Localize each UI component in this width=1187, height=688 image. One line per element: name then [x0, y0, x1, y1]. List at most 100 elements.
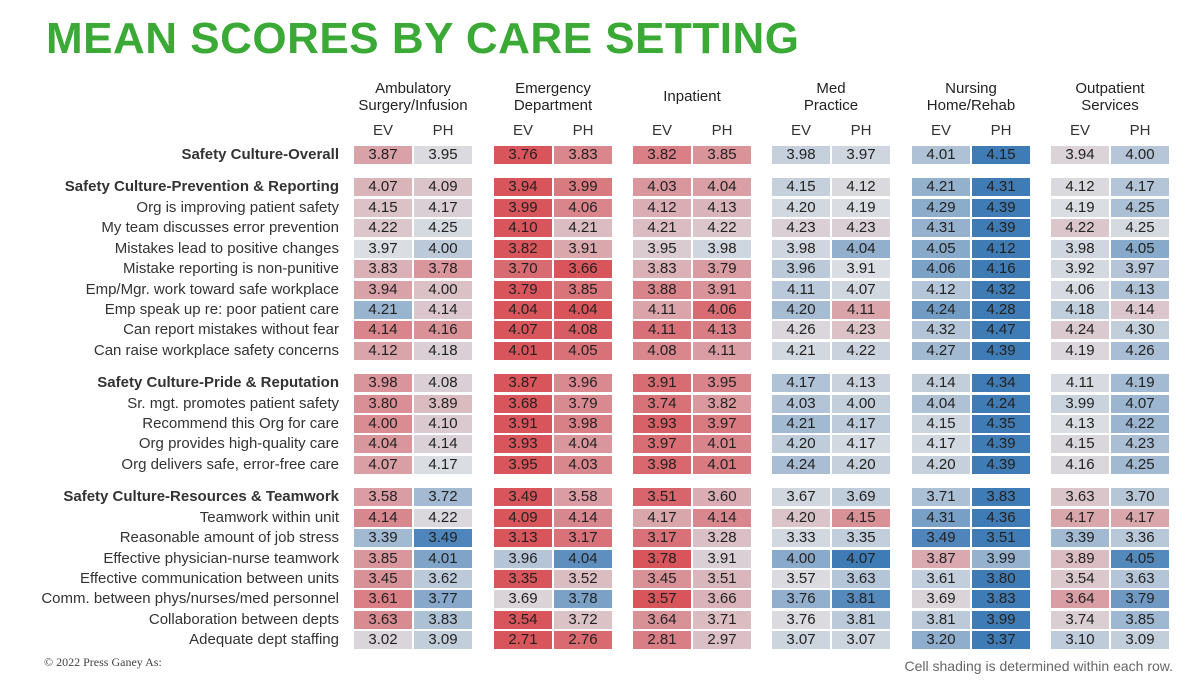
- heatmap-cell: 4.18: [1051, 300, 1109, 319]
- heatmap-cell: 4.10: [494, 219, 552, 238]
- heatmap-cell: 4.17: [912, 435, 970, 454]
- row-label: My team discusses error prevention: [101, 219, 339, 237]
- heatmap-cell: 3.80: [972, 569, 1030, 588]
- heatmap-cell: 4.35: [972, 415, 1030, 434]
- heatmap-cell: 4.13: [832, 374, 890, 393]
- heatmap-cell: 4.25: [414, 219, 472, 238]
- heatmap-cell: 3.76: [772, 590, 830, 609]
- heatmap-cell: 4.31: [912, 508, 970, 527]
- heatmap-cell: 4.07: [354, 455, 412, 474]
- heatmap-cell: 3.64: [633, 610, 691, 629]
- row-label: Sr. mgt. promotes patient safety: [127, 394, 339, 412]
- row-label: Reasonable amount of job stress: [119, 529, 339, 547]
- column-label-ph: PH: [1129, 122, 1151, 139]
- heatmap-cell: 3.78: [554, 590, 612, 609]
- setting-header-line: Nursing: [945, 80, 997, 97]
- heatmap-cell: 4.24: [772, 455, 830, 474]
- heatmap-cell: 3.81: [912, 610, 970, 629]
- heatmap-cell: 4.04: [494, 300, 552, 319]
- heatmap-cell: 3.88: [633, 280, 691, 299]
- heatmap-cell: 4.22: [1111, 415, 1169, 434]
- heatmap-cell: 4.12: [354, 341, 412, 360]
- setting-header-line: Surgery/Infusion: [358, 97, 468, 114]
- heatmap-cell: 4.17: [1111, 508, 1169, 527]
- copyright-notice: © 2022 Press Ganey As:: [44, 655, 162, 669]
- heatmap-cell: 4.15: [1051, 435, 1109, 454]
- heatmap-cell: 4.19: [1051, 198, 1109, 217]
- heatmap-cell: 4.11: [772, 280, 830, 299]
- heatmap-cell: 3.94: [354, 280, 412, 299]
- heatmap-cell: 4.04: [554, 300, 612, 319]
- section-row-label: Safety Culture-Prevention & Reporting: [64, 178, 339, 196]
- heatmap-cell: 3.82: [494, 239, 552, 258]
- heatmap-cell: 4.03: [772, 394, 830, 413]
- heatmap-cell: 4.00: [772, 549, 830, 568]
- heatmap-cell: 3.77: [414, 590, 472, 609]
- column-label-ev: EV: [930, 122, 951, 139]
- heatmap-cell: 4.05: [1111, 239, 1169, 258]
- setting-header-line: Ambulatory: [375, 80, 451, 97]
- heatmap-cell: 4.14: [354, 321, 412, 340]
- heatmap-cell: 4.14: [554, 508, 612, 527]
- heatmap-cell: 4.23: [832, 219, 890, 238]
- heatmap-cell: 4.21: [354, 300, 412, 319]
- heatmap-cell: 3.83: [972, 590, 1030, 609]
- heatmap-cell: 4.07: [832, 549, 890, 568]
- setting-header-line: Department: [513, 97, 593, 114]
- heatmap-cell: 3.79: [1111, 590, 1169, 609]
- heatmap-cell: 4.14: [693, 508, 751, 527]
- heatmap-cell: 4.20: [772, 435, 830, 454]
- heatmap-cell: 3.62: [414, 569, 472, 588]
- heatmap-cell: 2.81: [633, 631, 691, 650]
- column-label-ev: EV: [790, 122, 811, 139]
- setting-header: Nursing Home/Rehab: [909, 80, 1033, 114]
- heatmap-cell: 3.35: [832, 529, 890, 548]
- heatmap-cell: 4.04: [554, 549, 612, 568]
- heatmap-cell: 4.01: [414, 549, 472, 568]
- heatmap-cell: 4.00: [414, 239, 472, 258]
- heatmap-cell: 3.96: [494, 549, 552, 568]
- heatmap-cell: 4.00: [832, 394, 890, 413]
- heatmap-cell: 4.12: [972, 239, 1030, 258]
- heatmap-cell: 3.78: [633, 549, 691, 568]
- heatmap-cell: 4.36: [972, 508, 1030, 527]
- heatmap-cell: 4.12: [633, 198, 691, 217]
- heatmap-cell: 4.22: [1051, 219, 1109, 238]
- setting-header-line: Home/Rehab: [926, 97, 1016, 114]
- heatmap-cell: 3.99: [494, 198, 552, 217]
- heatmap-cell: 4.09: [414, 178, 472, 197]
- heatmap-cell: 4.00: [414, 280, 472, 299]
- heatmap-cell: 3.83: [354, 260, 412, 279]
- heatmap-cell: 3.98: [554, 415, 612, 434]
- heatmap-cell: 3.36: [1111, 529, 1169, 548]
- heatmap-cell: 3.83: [972, 488, 1030, 507]
- heatmap-cell: 4.17: [414, 198, 472, 217]
- row-label: Recommend this Org for care: [142, 415, 339, 433]
- heatmap-cell: 4.17: [832, 415, 890, 434]
- heatmap-cell: 4.21: [633, 219, 691, 238]
- heatmap-cell: 3.98: [693, 239, 751, 258]
- heatmap-cell: 3.57: [772, 569, 830, 588]
- heatmap-cell: 3.93: [633, 415, 691, 434]
- heatmap-cell: 4.04: [354, 435, 412, 454]
- heatmap-cell: 3.07: [832, 631, 890, 650]
- heatmap-cell: 3.82: [693, 394, 751, 413]
- heatmap-cell: 4.28: [972, 300, 1030, 319]
- heatmap-cell: 3.69: [912, 590, 970, 609]
- heatmap-cell: 4.01: [494, 341, 552, 360]
- heatmap-cell: 4.21: [912, 178, 970, 197]
- heatmap-cell: 4.05: [912, 239, 970, 258]
- heatmap-cell: 3.87: [354, 146, 412, 164]
- heatmap-cell: 4.14: [414, 300, 472, 319]
- heatmap-cell: 4.06: [554, 198, 612, 217]
- heatmap-cell: 4.01: [693, 455, 751, 474]
- heatmap-cell: 4.39: [972, 341, 1030, 360]
- heatmap-cell: 3.71: [693, 610, 751, 629]
- heatmap-cell: 4.14: [912, 374, 970, 393]
- heatmap-cell: 3.28: [693, 529, 751, 548]
- heatmap-cell: 3.54: [1051, 569, 1109, 588]
- heatmap-cell: 3.66: [554, 260, 612, 279]
- heatmap-cell: 3.82: [633, 146, 691, 164]
- heatmap-cell: 2.97: [693, 631, 751, 650]
- column-label-ev: EV: [651, 122, 672, 139]
